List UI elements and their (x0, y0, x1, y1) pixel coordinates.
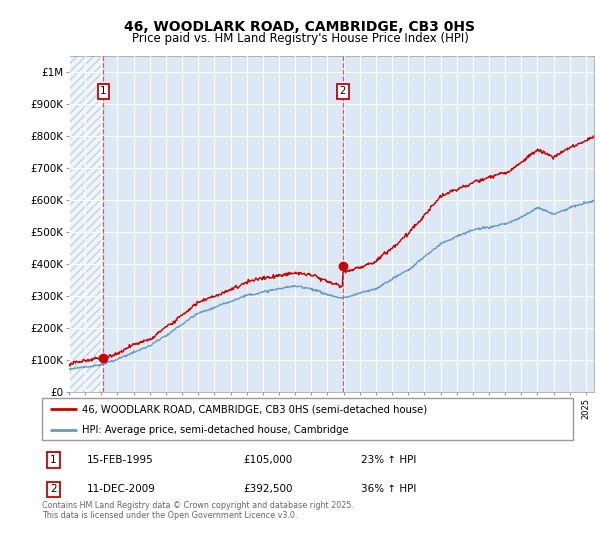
Text: 15-FEB-1995: 15-FEB-1995 (87, 455, 154, 465)
Text: 2: 2 (50, 484, 56, 494)
Text: 2: 2 (340, 86, 346, 96)
Text: Contains HM Land Registry data © Crown copyright and database right 2025.
This d: Contains HM Land Registry data © Crown c… (42, 501, 354, 520)
Text: 1: 1 (100, 86, 106, 96)
Text: Price paid vs. HM Land Registry's House Price Index (HPI): Price paid vs. HM Land Registry's House … (131, 32, 469, 45)
Text: 46, WOODLARK ROAD, CAMBRIDGE, CB3 0HS (semi-detached house): 46, WOODLARK ROAD, CAMBRIDGE, CB3 0HS (s… (82, 404, 427, 414)
Text: HPI: Average price, semi-detached house, Cambridge: HPI: Average price, semi-detached house,… (82, 424, 349, 435)
Text: 11-DEC-2009: 11-DEC-2009 (87, 484, 156, 494)
Text: £392,500: £392,500 (244, 484, 293, 494)
Text: 23% ↑ HPI: 23% ↑ HPI (361, 455, 416, 465)
Text: 1: 1 (50, 455, 56, 465)
FancyBboxPatch shape (42, 398, 573, 440)
Text: £105,000: £105,000 (244, 455, 293, 465)
Text: 46, WOODLARK ROAD, CAMBRIDGE, CB3 0HS: 46, WOODLARK ROAD, CAMBRIDGE, CB3 0HS (125, 20, 476, 34)
Text: 36% ↑ HPI: 36% ↑ HPI (361, 484, 416, 494)
